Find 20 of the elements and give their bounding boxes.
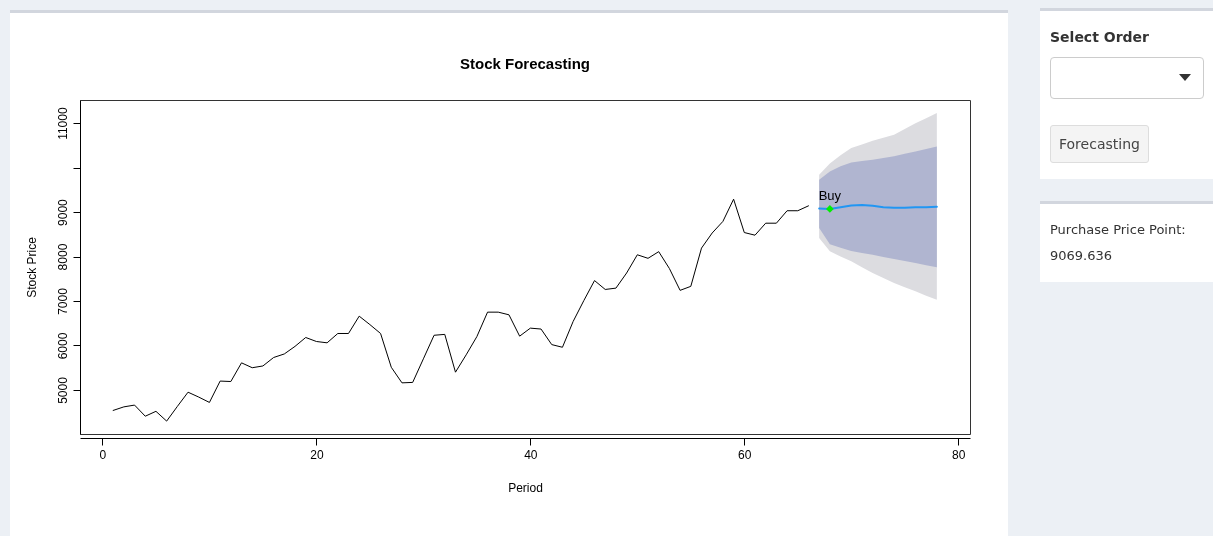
text: Forecasting [1050,125,1149,163]
chart-title: Stock Forecasting [459,55,591,72]
annotation: Buy [818,187,842,203]
text: 9069.636 [1050,248,1113,263]
x-tick-label: 40 [524,447,538,462]
x-tick-label: 0 [99,447,107,462]
x-tick-label: 60 [738,447,752,462]
text: Purchase Price Point: [1050,222,1186,237]
y-tick-label: 9000 [55,198,70,226]
y-tick-label: 5000 [55,376,70,404]
y-tick-label: 7000 [55,287,70,315]
y-tick-label: 11000 [55,107,70,140]
line-series [112,198,809,422]
x-tick-label: 20 [310,447,324,462]
y-tick-label: 8000 [55,243,70,271]
x-axis-title: Period [508,480,543,495]
x-tick-label: 80 [952,447,966,462]
y-axis-title: Stock Price [24,236,39,298]
text: Select Order [1050,29,1149,45]
y-tick-label: 6000 [55,332,70,360]
